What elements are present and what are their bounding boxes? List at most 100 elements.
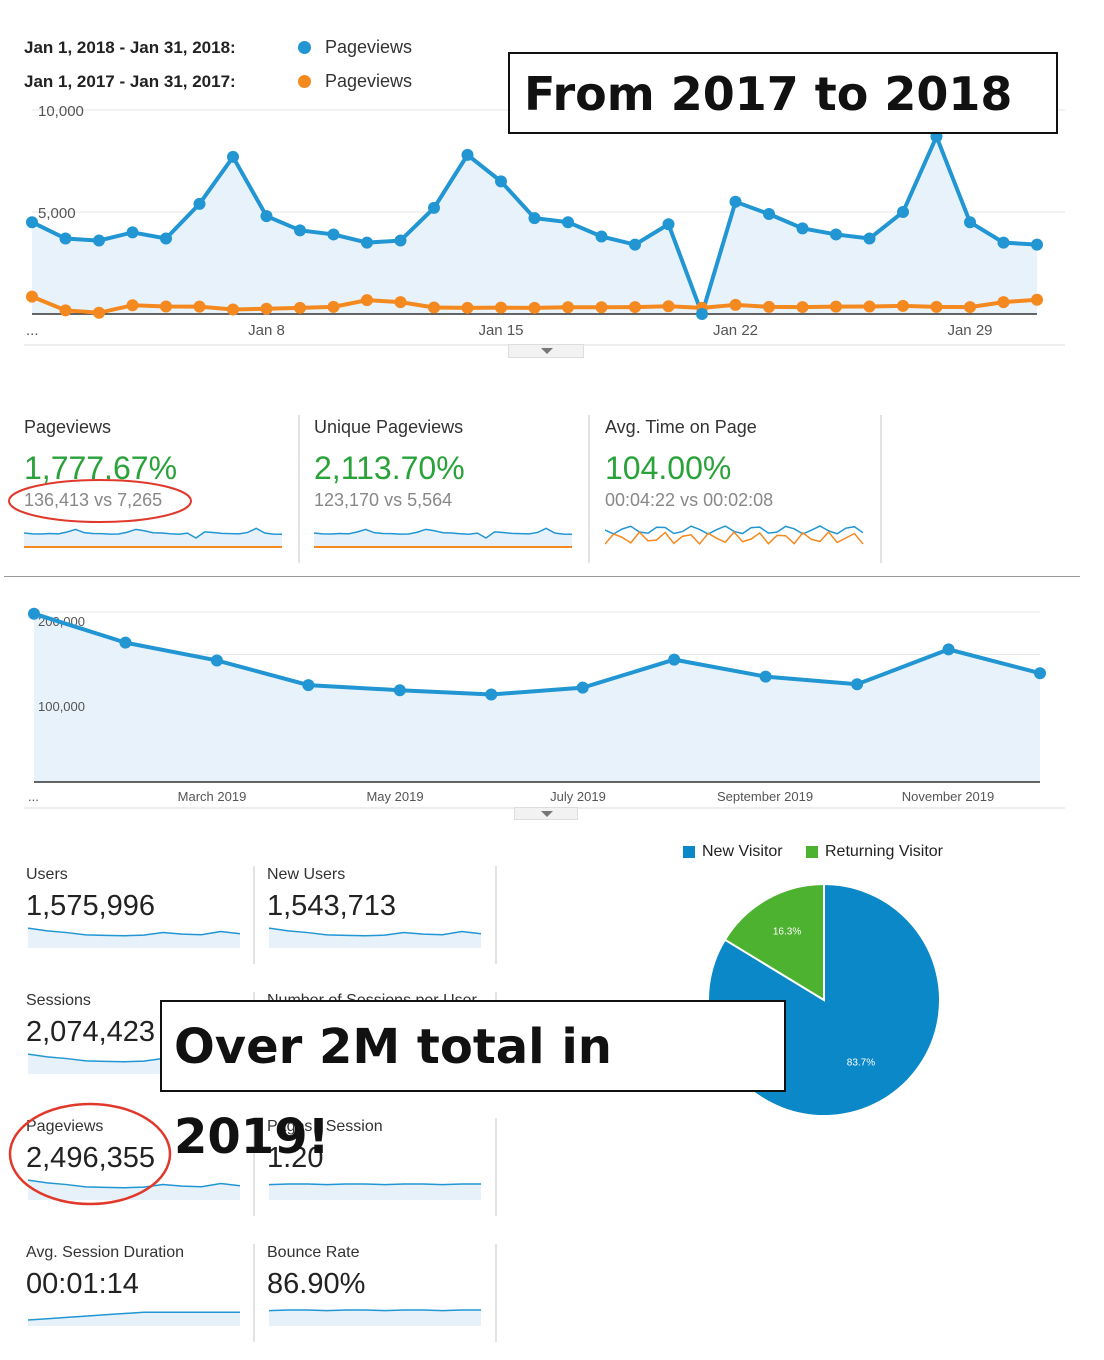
metric-separator xyxy=(495,1244,497,1342)
point-2018 xyxy=(394,234,407,247)
point-2017 xyxy=(662,300,675,313)
point-2018 xyxy=(562,216,574,229)
chart-expand-handle[interactable] xyxy=(508,344,584,358)
pie-slice-label: 16.3% xyxy=(773,926,801,937)
point-2019 xyxy=(210,654,223,667)
point-2017 xyxy=(997,296,1010,309)
series-2018-area xyxy=(32,136,1037,314)
summary-sparkline xyxy=(314,527,573,548)
point-2017 xyxy=(394,296,407,309)
x-tick-label: September 2019 xyxy=(717,789,813,804)
metric-separator xyxy=(253,1244,255,1342)
chart-2019-expand-handle[interactable] xyxy=(514,807,578,820)
point-2019 xyxy=(302,679,315,692)
x-tick-label: Jan 8 xyxy=(248,322,285,339)
point-2017 xyxy=(26,290,38,303)
point-2019 xyxy=(1034,667,1046,680)
point-2019 xyxy=(668,653,681,666)
y-tick-label: 100,000 xyxy=(38,699,85,714)
point-2017 xyxy=(93,306,105,319)
point-2017 xyxy=(629,301,641,314)
summary-compare: 00:04:22 vs 00:02:08 xyxy=(605,490,774,510)
point-2017 xyxy=(428,301,440,314)
x-tick-label: Jan 22 xyxy=(713,322,758,339)
legend-returning-visitor[interactable]: Returning Visitor xyxy=(825,843,943,860)
legend-swatch-new-visitor xyxy=(683,846,695,858)
metric-sparkline xyxy=(28,1311,240,1326)
point-2018 xyxy=(863,232,876,245)
metric-value: 86.90% xyxy=(267,1268,366,1300)
metric-sparkline xyxy=(269,1309,481,1326)
point-2019 xyxy=(393,684,406,697)
metric-value: 1,575,996 xyxy=(26,890,156,922)
sparkline-line xyxy=(269,1183,481,1186)
point-2017 xyxy=(461,301,474,314)
summary-compare: 123,170 vs 5,564 xyxy=(314,490,453,510)
sparkline-area xyxy=(269,928,481,948)
point-2017 xyxy=(260,302,273,315)
point-2019 xyxy=(485,688,498,701)
point-2018 xyxy=(997,236,1010,249)
metric-separator xyxy=(495,866,497,964)
metric-title: Pageviews xyxy=(26,1118,104,1135)
legend-new-visitor[interactable]: New Visitor xyxy=(702,843,783,860)
metric-title: Sessions xyxy=(26,992,91,1009)
point-2017 xyxy=(528,301,541,314)
summary-separator xyxy=(588,415,590,563)
point-2017 xyxy=(59,304,72,317)
point-2018 xyxy=(193,197,206,210)
point-2018 xyxy=(763,208,775,221)
point-2018 xyxy=(26,216,38,229)
sparkline-area xyxy=(28,1180,240,1200)
sparkline-area xyxy=(28,1312,240,1326)
legend-range-2017: Jan 1, 2017 - Jan 31, 2017: xyxy=(24,72,236,91)
sparkline-2018 xyxy=(24,527,283,539)
point-2017 xyxy=(796,301,809,314)
sparkline-area xyxy=(28,928,240,948)
series-2019-area xyxy=(34,613,1040,782)
summary-separator xyxy=(880,415,882,563)
sparkline-line xyxy=(28,1311,240,1321)
legend-range-2018: Jan 1, 2018 - Jan 31, 2018: xyxy=(24,38,236,57)
pageviews-comparison-chart: 10,000 5,000... Jan 8 Jan 15 Jan 22 Jan 29 xyxy=(24,103,1065,346)
series-2019-line xyxy=(33,611,1041,697)
point-2017 xyxy=(126,299,139,312)
metric-sparkline xyxy=(269,927,482,948)
point-2018 xyxy=(897,206,909,218)
point-2018 xyxy=(93,234,105,247)
point-2018 xyxy=(160,232,172,245)
summary-change: 104.00% xyxy=(605,450,732,486)
summary-change: 2,113.70% xyxy=(314,450,465,486)
metric-value: 1,543,713 xyxy=(267,890,397,922)
sparkline-2017 xyxy=(605,530,864,546)
metric-title: Avg. Session Duration xyxy=(26,1244,185,1261)
summary-separator xyxy=(298,415,300,563)
x-tick-label: Jan 15 xyxy=(478,322,523,339)
point-2017 xyxy=(930,300,943,313)
sparkline-area xyxy=(269,1310,481,1326)
point-2017 xyxy=(361,294,373,307)
x-tick-label: ... xyxy=(26,322,39,339)
point-2017 xyxy=(1031,293,1043,306)
pie-slice xyxy=(723,882,825,1002)
point-2017 xyxy=(830,300,842,313)
sparkline-line xyxy=(28,927,241,937)
point-2017 xyxy=(294,301,306,314)
summary-title: Unique Pageviews xyxy=(314,417,464,437)
point-2017 xyxy=(193,300,206,313)
legend-swatch-returning-visitor xyxy=(806,846,818,858)
x-tick-label: July 2019 xyxy=(550,789,606,804)
highlight-circle-2019-pageviews xyxy=(8,1102,172,1206)
point-2019 xyxy=(759,670,772,683)
point-2018 xyxy=(964,216,976,229)
point-2017 xyxy=(863,300,876,313)
x-tick-label: November 2019 xyxy=(902,789,995,804)
metric-title: Users xyxy=(26,866,68,883)
x-tick-label: ... xyxy=(28,789,39,804)
point-2018 xyxy=(629,238,641,251)
x-tick-label: March 2019 xyxy=(178,789,247,804)
sparkline-line xyxy=(269,1309,481,1312)
metric-title: Bounce Rate xyxy=(267,1244,360,1261)
point-2017 xyxy=(763,300,775,313)
